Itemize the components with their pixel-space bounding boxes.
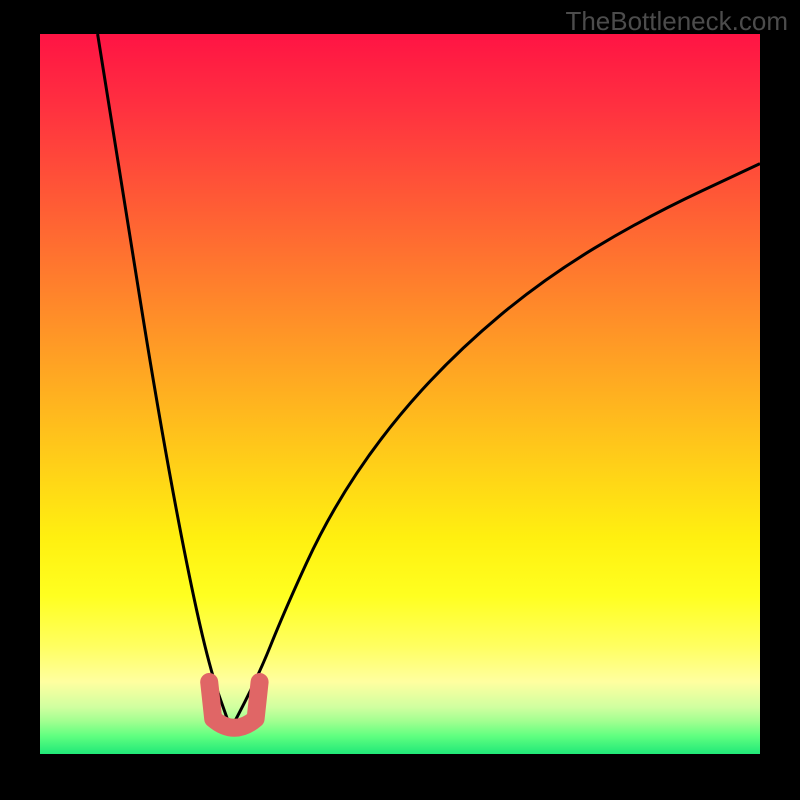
chart-root: TheBottleneck.com <box>0 0 800 800</box>
watermark-text: TheBottleneck.com <box>565 6 788 37</box>
bottleneck-curve <box>98 34 760 729</box>
optimal-zone-marker <box>209 682 259 728</box>
curve-layer <box>0 0 800 800</box>
